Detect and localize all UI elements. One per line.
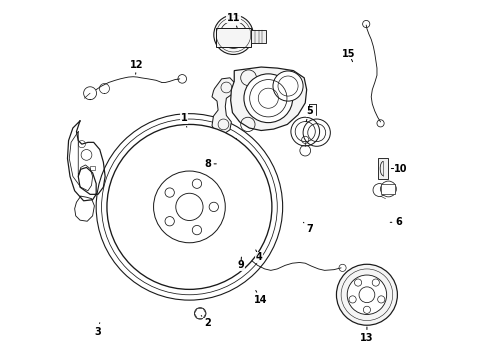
Text: 10: 10: [392, 163, 408, 174]
Circle shape: [354, 279, 362, 286]
Circle shape: [107, 125, 272, 289]
Text: 13: 13: [360, 327, 374, 343]
Polygon shape: [231, 67, 307, 131]
Circle shape: [192, 179, 201, 188]
Polygon shape: [220, 138, 236, 157]
Text: 15: 15: [342, 49, 356, 62]
Circle shape: [165, 217, 174, 226]
Polygon shape: [381, 184, 395, 194]
Text: 8: 8: [204, 159, 216, 169]
Circle shape: [165, 188, 174, 197]
Polygon shape: [195, 309, 206, 319]
Text: 11: 11: [227, 13, 240, 28]
Text: 1: 1: [181, 113, 187, 127]
Circle shape: [349, 296, 356, 303]
Circle shape: [347, 275, 387, 315]
Text: 3: 3: [94, 323, 100, 337]
Text: 4: 4: [256, 250, 263, 262]
Polygon shape: [251, 30, 266, 43]
Circle shape: [273, 71, 303, 101]
Circle shape: [176, 193, 203, 221]
Circle shape: [153, 171, 225, 243]
Text: 7: 7: [303, 222, 313, 234]
Circle shape: [372, 279, 379, 286]
Text: 12: 12: [130, 59, 144, 74]
Circle shape: [214, 15, 253, 54]
Polygon shape: [378, 158, 389, 179]
Polygon shape: [216, 28, 251, 47]
Circle shape: [378, 296, 385, 303]
Circle shape: [192, 225, 201, 235]
Circle shape: [209, 202, 219, 212]
Text: 6: 6: [390, 217, 402, 227]
Circle shape: [381, 181, 396, 197]
Circle shape: [195, 308, 206, 319]
Circle shape: [373, 184, 386, 197]
Text: 2: 2: [201, 316, 211, 328]
Text: 9: 9: [237, 257, 244, 270]
Text: 5: 5: [306, 106, 313, 122]
Circle shape: [244, 74, 293, 123]
Polygon shape: [220, 158, 236, 176]
Circle shape: [364, 306, 370, 314]
Circle shape: [337, 264, 397, 325]
Text: 14: 14: [254, 291, 268, 305]
Polygon shape: [212, 78, 234, 134]
